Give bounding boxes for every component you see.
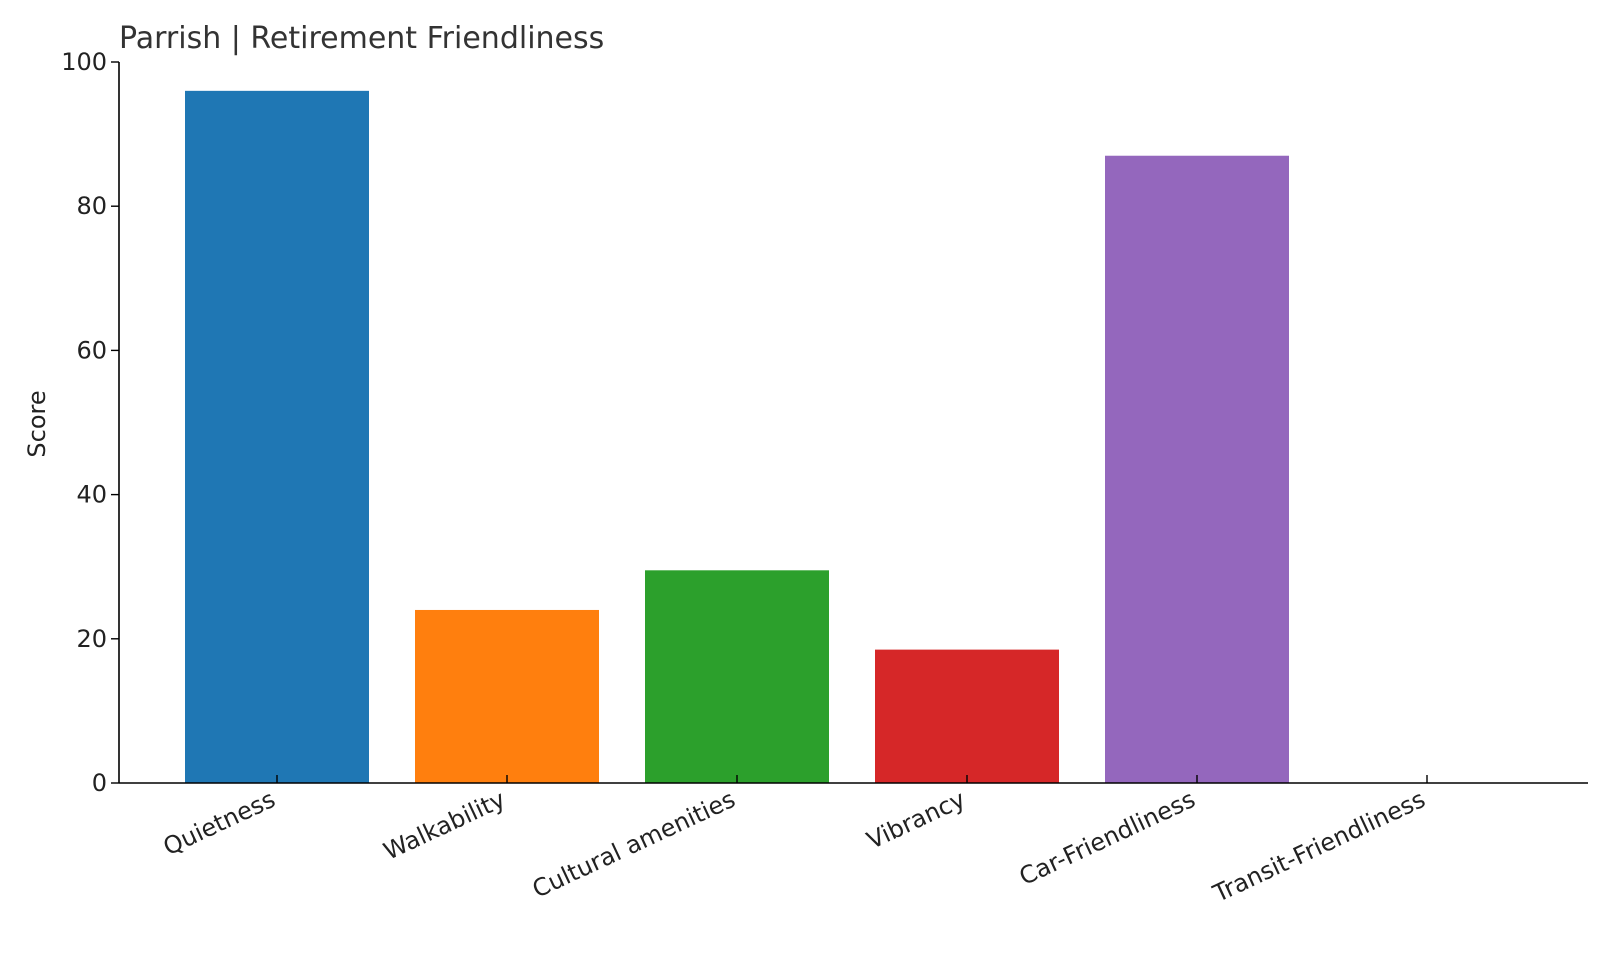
bars-group: [185, 90, 1289, 784]
y-tick-label-40: 40: [76, 481, 107, 509]
y-tick-label-0: 0: [92, 769, 107, 797]
x-tick-label-quietness: Quietness: [159, 785, 280, 861]
x-tick-label-vibrancy: Vibrancy: [863, 785, 970, 855]
y-tick-label-20: 20: [76, 625, 107, 653]
y-tick-label-60: 60: [76, 336, 107, 364]
x-tick-label-walkability: Walkability: [379, 785, 509, 866]
bar-walkability: [415, 609, 599, 783]
bar-quietness: [185, 90, 369, 784]
bar-car-friendliness: [1105, 155, 1289, 784]
x-tick-label-transit-friendliness: Transit-Friendliness: [1208, 785, 1429, 908]
chart-title: Parrish | Retirement Friendliness: [119, 21, 604, 56]
x-tick-label-car-friendliness: Car-Friendliness: [1015, 785, 1200, 891]
x-axis-ticks: Quietness Walkability Cultural amenities Vi…: [159, 775, 1430, 908]
y-axis-ticks: 0 20 40 60 80 100: [61, 48, 119, 797]
y-tick-label-100: 100: [61, 48, 107, 76]
x-tick-label-cultural-amenities: Cultural amenities: [528, 785, 739, 903]
bar-cultural-amenities: [645, 570, 829, 783]
y-axis-label: Score: [23, 390, 51, 457]
y-tick-label-80: 80: [76, 192, 107, 220]
bar-vibrancy: [875, 649, 1059, 783]
